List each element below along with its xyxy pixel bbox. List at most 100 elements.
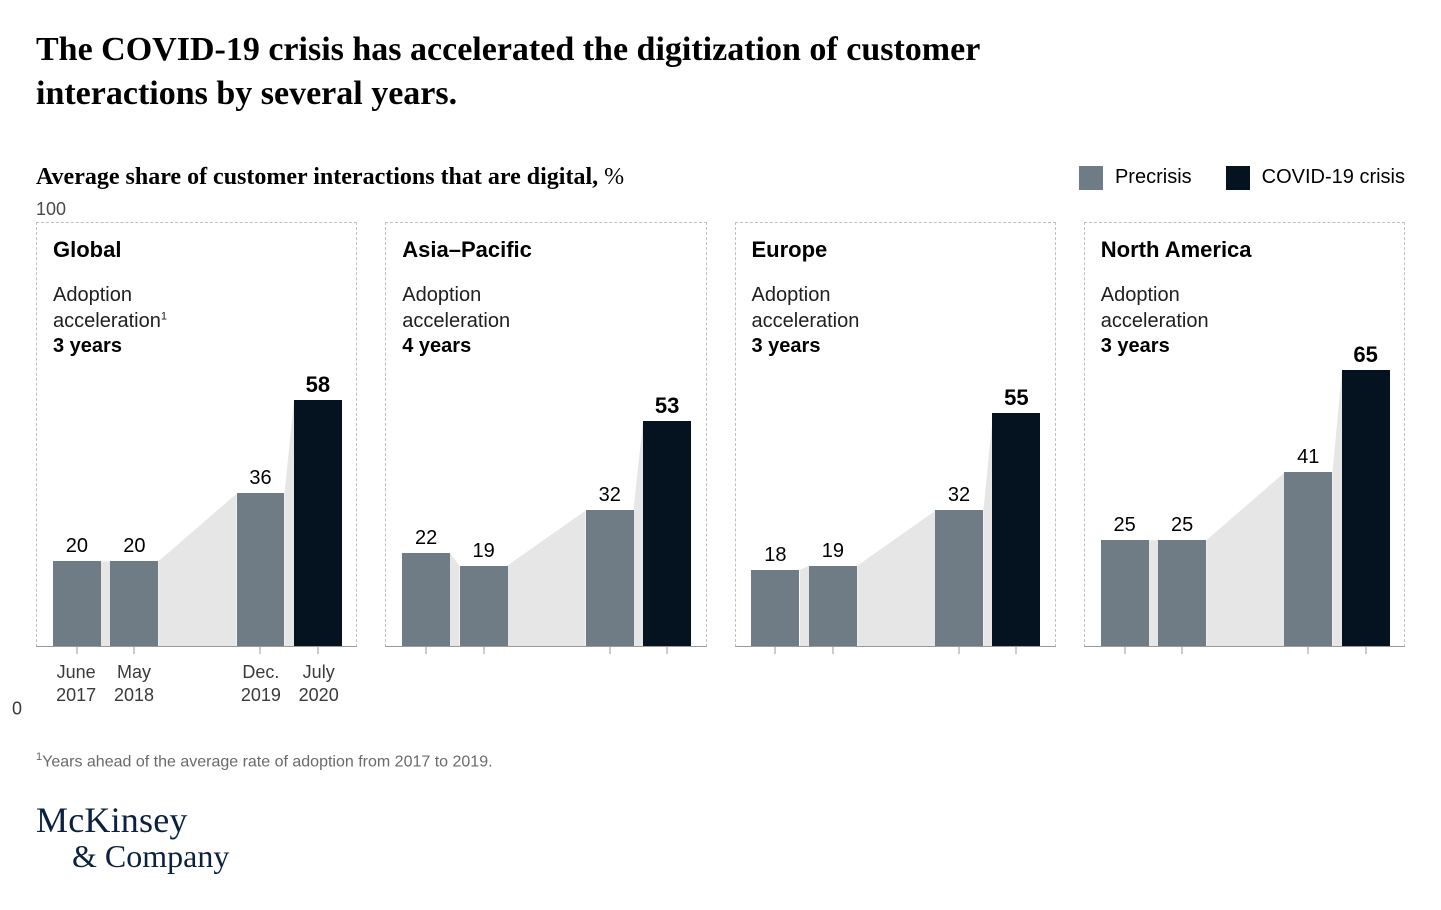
legend-item-crisis: COVID-19 crisis xyxy=(1226,166,1405,190)
x-tick xyxy=(1016,646,1017,654)
bar-value: 25 xyxy=(1101,514,1149,537)
panel-header: Global Adoptionacceleration13 years xyxy=(53,237,346,357)
bar: 65 xyxy=(1342,370,1390,646)
x-tick xyxy=(260,646,261,654)
bar: 19 xyxy=(460,566,508,647)
bar: 22 xyxy=(402,553,450,647)
bar-value: 53 xyxy=(643,393,691,419)
panel-title: Europe xyxy=(752,237,1045,263)
x-tick xyxy=(483,646,484,654)
legend: Precrisis COVID-19 crisis xyxy=(1079,166,1405,190)
bar: 32 xyxy=(935,510,983,646)
x-tick xyxy=(134,646,135,654)
bar: 20 xyxy=(53,561,101,646)
x-tick xyxy=(1182,646,1183,654)
legend-label-precrisis: Precrisis xyxy=(1115,166,1192,189)
x-ticks xyxy=(736,646,1055,654)
bar-value: 32 xyxy=(935,484,983,507)
bar: 36 xyxy=(237,493,285,646)
headline: The COVID-19 crisis has accelerated the … xyxy=(36,28,1136,116)
panel-title: Asia–Pacific xyxy=(402,237,695,263)
brand-line-1: McKinsey xyxy=(36,802,1405,840)
bar: 55 xyxy=(992,413,1040,647)
x-tick xyxy=(667,646,668,654)
acceleration-years: 3 years xyxy=(53,335,346,358)
plot-area: 25254165North AmericaAdoptionacceleratio… xyxy=(1084,222,1405,647)
x-ticks xyxy=(37,646,356,654)
y-axis-top-label: 100 xyxy=(36,199,1405,220)
bar: 18 xyxy=(751,570,799,647)
x-tick xyxy=(958,646,959,654)
acceleration-label: Adoptionacceleration xyxy=(752,283,1045,334)
acceleration-label: Adoptionacceleration1 xyxy=(53,283,346,334)
panel: 25254165North AmericaAdoptionacceleratio… xyxy=(1084,222,1405,709)
bar-value: 25 xyxy=(1158,514,1206,537)
bar-value: 58 xyxy=(294,372,342,398)
acceleration-label: Adoptionacceleration xyxy=(402,283,695,334)
x-axis-label: July 2020 xyxy=(299,661,339,706)
bar-value: 36 xyxy=(237,467,285,490)
legend-swatch-precrisis xyxy=(1079,166,1103,190)
bar: 25 xyxy=(1158,540,1206,646)
x-tick xyxy=(775,646,776,654)
panel-title: Global xyxy=(53,237,346,263)
panel-header: Europe Adoptionacceleration3 years xyxy=(752,237,1045,357)
x-tick xyxy=(1124,646,1125,654)
plot-area: 20203658GlobalAdoptionacceleration13 yea… xyxy=(36,222,357,647)
x-tick xyxy=(76,646,77,654)
plot-area: 22193253Asia–PacificAdoptionacceleration… xyxy=(385,222,706,647)
bar: 58 xyxy=(294,400,342,647)
panel: 18193255EuropeAdoptionacceleration3 year… xyxy=(735,222,1056,709)
x-tick xyxy=(832,646,833,654)
brand-logo: McKinsey & Company xyxy=(36,802,1405,873)
panel-title: North America xyxy=(1101,237,1394,263)
bar: 25 xyxy=(1101,540,1149,646)
y-axis-zero-label: 0 xyxy=(12,699,22,720)
acceleration-years: 3 years xyxy=(1101,335,1394,358)
x-tick xyxy=(1308,646,1309,654)
panel-header: North America Adoptionacceleration3 years xyxy=(1101,237,1394,357)
bar-value: 19 xyxy=(460,540,508,563)
bar-value: 18 xyxy=(751,544,799,567)
chart-panels: 020203658GlobalAdoptionacceleration13 ye… xyxy=(36,222,1405,709)
bar-value: 22 xyxy=(402,527,450,550)
x-tick xyxy=(609,646,610,654)
page: The COVID-19 crisis has accelerated the … xyxy=(0,0,1441,910)
x-axis-label: June 2017 xyxy=(56,661,96,706)
acceleration-years: 4 years xyxy=(402,335,695,358)
bar-value: 41 xyxy=(1284,446,1332,469)
x-axis-label: Dec. 2019 xyxy=(241,661,281,706)
bar-value: 32 xyxy=(586,484,634,507)
subtitle-row: Average share of customer interactions t… xyxy=(36,164,1405,191)
brand-line-2: & Company xyxy=(36,840,1405,874)
x-tick xyxy=(1365,646,1366,654)
x-axis-labels: June 2017 May 2018 Dec. 2019 July 2020 xyxy=(36,661,357,709)
bar-value: 19 xyxy=(809,540,857,563)
x-tick xyxy=(317,646,318,654)
x-ticks xyxy=(1085,646,1404,654)
bar-value: 20 xyxy=(53,535,101,558)
legend-label-crisis: COVID-19 crisis xyxy=(1262,166,1405,189)
acceleration-label: Adoptionacceleration xyxy=(1101,283,1394,334)
x-tick xyxy=(426,646,427,654)
x-ticks xyxy=(386,646,705,654)
footnote-marker: 1 xyxy=(161,310,167,322)
bar: 53 xyxy=(643,421,691,646)
acceleration-years: 3 years xyxy=(752,335,1045,358)
chart-subtitle: Average share of customer interactions t… xyxy=(36,164,624,191)
panel: 020203658GlobalAdoptionacceleration13 ye… xyxy=(36,222,357,709)
footnote: 1Years ahead of the average rate of adop… xyxy=(36,751,1405,771)
bar-value: 55 xyxy=(992,385,1040,411)
legend-swatch-crisis xyxy=(1226,166,1250,190)
legend-item-precrisis: Precrisis xyxy=(1079,166,1192,190)
bar: 19 xyxy=(809,566,857,647)
subtitle-main: Average share of customer interactions t… xyxy=(36,164,598,190)
x-axis-label: May 2018 xyxy=(114,661,154,706)
subtitle-unit: % xyxy=(598,164,624,190)
bar: 32 xyxy=(586,510,634,646)
bar: 41 xyxy=(1284,472,1332,646)
bar: 20 xyxy=(110,561,158,646)
plot-area: 18193255EuropeAdoptionacceleration3 year… xyxy=(735,222,1056,647)
panel: 22193253Asia–PacificAdoptionacceleration… xyxy=(385,222,706,709)
bar-value: 20 xyxy=(110,535,158,558)
